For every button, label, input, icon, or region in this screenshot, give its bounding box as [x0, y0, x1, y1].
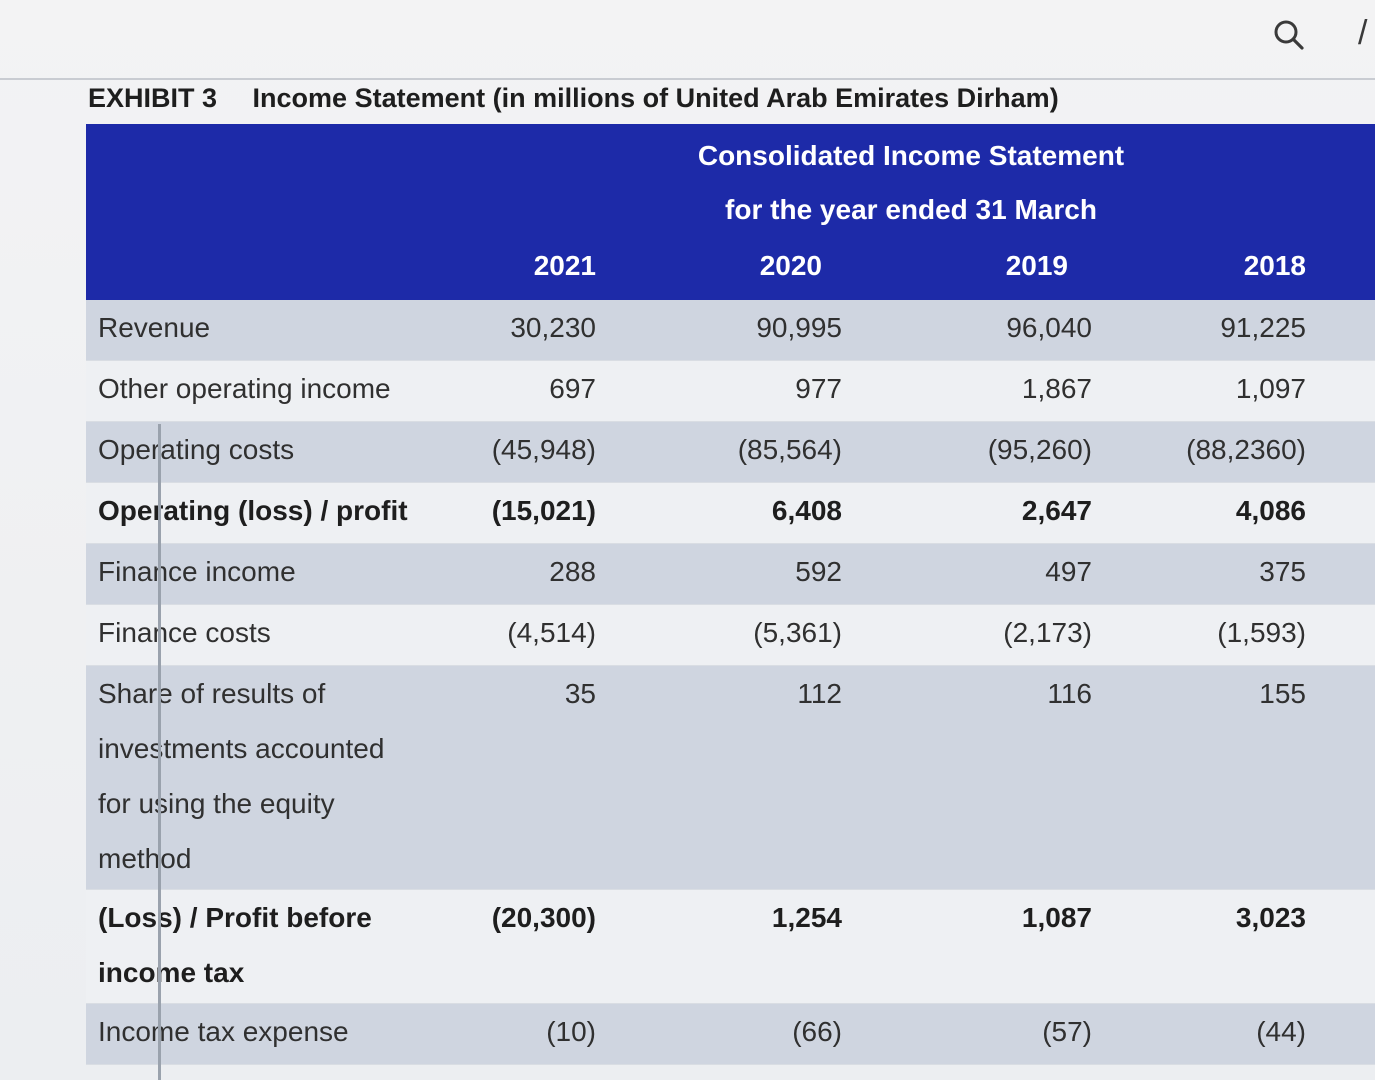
- value-2018: 91,225: [1220, 312, 1306, 343]
- value-2020: 6,408: [771, 495, 842, 526]
- row-label-line: for using the equity: [98, 788, 335, 819]
- table-body: Revenue 30,230 90,995 96,040 91,225 Other ope…: [86, 300, 1375, 1065]
- value-2021: (15,021): [491, 495, 596, 526]
- value-2018: 1,097: [1235, 373, 1306, 404]
- value-2020: 112: [797, 678, 842, 709]
- row-label: Operating (loss) / profit: [98, 495, 408, 526]
- table-row: (Loss) / Profit before income tax (20,300)…: [86, 890, 1375, 1004]
- value-2020: 977: [795, 373, 842, 404]
- header-title: Consolidated Income Statement: [697, 140, 1125, 171]
- table-row: Operating (loss) / profit (15,021) 6,408 2,…: [86, 483, 1375, 544]
- value-2018: (88,2360): [1186, 434, 1306, 465]
- value-2019: 1,867: [1021, 373, 1092, 404]
- value-2020: (5,361): [753, 617, 842, 648]
- row-label: Other operating income: [98, 373, 391, 404]
- table-row: Share of results of investments accounted…: [86, 666, 1375, 890]
- header-subtitle: for the year ended 31 March: [725, 194, 1097, 225]
- toolbar-edge-glyph: /: [1358, 14, 1368, 52]
- exhibit-label: EXHIBIT 3: [88, 83, 218, 113]
- value-2021: (20,300): [491, 902, 596, 933]
- row-label: Finance costs: [98, 617, 271, 648]
- value-2018: 375: [1259, 556, 1306, 587]
- value-2021: 288: [549, 556, 596, 587]
- value-2021: (10): [546, 1016, 596, 1047]
- value-2018: (44): [1256, 1016, 1306, 1047]
- value-2019: 116: [1047, 678, 1092, 709]
- value-2020: (66): [792, 1016, 842, 1047]
- row-label: Operating costs: [98, 434, 295, 465]
- row-label: Share of results of investments accounted…: [98, 666, 458, 886]
- table-row: Finance income 288 592 497 375: [86, 544, 1375, 605]
- exhibit-title: EXHIBIT 3 Income Statement (in millions …: [88, 78, 1059, 118]
- value-2020: 592: [795, 556, 842, 587]
- income-statement-table: Consolidated Income Statement for the ye…: [86, 124, 1375, 1080]
- value-2021: 697: [549, 373, 596, 404]
- value-2018: 4,086: [1235, 495, 1306, 526]
- row-label: Income tax expense: [98, 1016, 349, 1047]
- table-row: Revenue 30,230 90,995 96,040 91,225: [86, 300, 1375, 361]
- value-2019: (95,260): [987, 434, 1092, 465]
- value-2019: (57): [1042, 1016, 1092, 1047]
- year-header-2018: 2018: [1243, 250, 1306, 281]
- table-left-rule: [158, 424, 161, 1080]
- value-2018: (1,593): [1217, 617, 1306, 648]
- value-2019: 1,087: [1021, 902, 1092, 933]
- value-2020: 90,995: [756, 312, 842, 343]
- row-label-line: (Loss) / Profit before: [98, 902, 372, 933]
- exhibit-caption: Income Statement (in millions of United …: [252, 83, 1059, 113]
- table-row: Operating costs (45,948) (85,564) (95,260) (…: [86, 422, 1375, 483]
- row-label: Finance income: [98, 556, 296, 587]
- row-label-line: method: [98, 843, 192, 874]
- row-label-line: Share of results of: [98, 678, 326, 709]
- value-2021: (4,514): [507, 617, 596, 648]
- value-2020: (85,564): [737, 434, 842, 465]
- toolbar-divider: [0, 78, 1375, 80]
- value-2019: 96,040: [1006, 312, 1092, 343]
- row-label-line: income tax: [98, 957, 245, 988]
- table-header: Consolidated Income Statement for the ye…: [86, 124, 1375, 300]
- value-2021: 35: [564, 678, 596, 709]
- search-icon[interactable]: [1272, 18, 1306, 52]
- value-2021: 30,230: [510, 312, 596, 343]
- table-row: Other operating income 697 977 1,867 1,097: [86, 361, 1375, 422]
- row-label: (Loss) / Profit before income tax: [98, 890, 458, 1000]
- value-2021: (45,948): [491, 434, 596, 465]
- value-2018: 155: [1259, 678, 1306, 709]
- value-2020: 1,254: [771, 902, 842, 933]
- row-label-line: investments accounted: [98, 733, 385, 764]
- value-2018: 3,023: [1235, 902, 1306, 933]
- value-2019: (2,173): [1003, 617, 1092, 648]
- table-row: Income tax expense (10) (66) (57) (44): [86, 1004, 1375, 1065]
- year-header-2021: 2021: [533, 250, 596, 281]
- year-header-2019: 2019: [1005, 250, 1068, 281]
- value-2019: 2,647: [1021, 495, 1092, 526]
- table-row: Finance costs (4,514) (5,361) (2,173) (1,593…: [86, 605, 1375, 666]
- row-label: Revenue: [98, 312, 211, 343]
- value-2019: 497: [1045, 556, 1092, 587]
- year-header-2020: 2020: [759, 250, 822, 281]
